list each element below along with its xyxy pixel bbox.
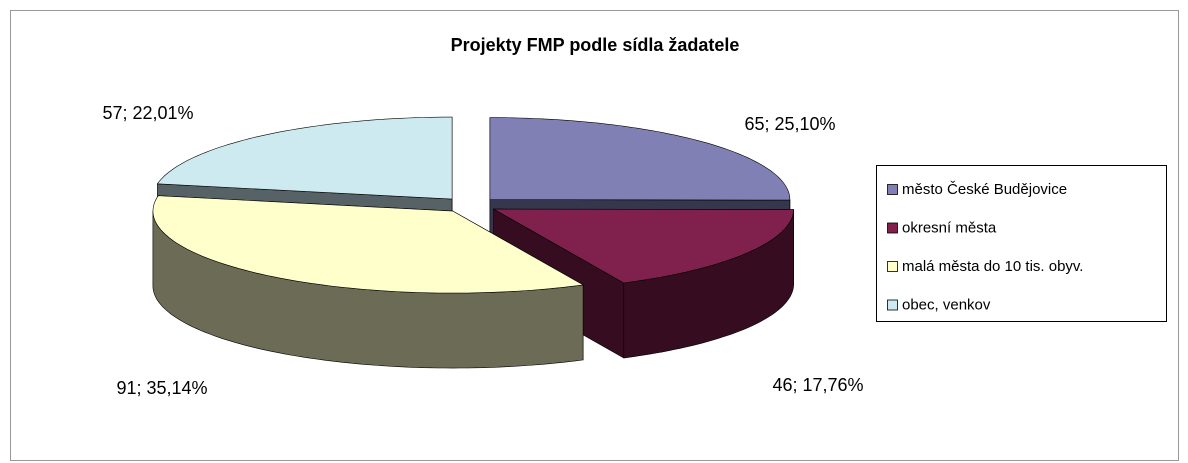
slice-top	[492, 208, 795, 284]
pie	[152, 116, 795, 369]
slice-top	[156, 116, 453, 200]
legend-label: město České Budějovice	[902, 181, 1067, 198]
legend-swatch	[887, 261, 898, 272]
chart-title: Projekty FMP podle sídla žadatele	[451, 35, 740, 55]
legend-label: obec, venkov	[902, 296, 991, 313]
legend-box	[876, 165, 1167, 322]
slice-top	[152, 195, 585, 294]
slice-top	[489, 117, 791, 201]
legend-label: okresní města	[902, 219, 997, 236]
legend: město České Budějovice okresní města malá …	[887, 181, 1083, 313]
legend-swatch	[887, 222, 898, 234]
data-labels: 65; 25,10% 46; 17,76% 91; 35,14% 57; 22,01%	[102, 103, 863, 398]
data-label: 91; 35,14%	[116, 378, 207, 398]
legend-swatch	[887, 184, 898, 195]
data-label: 46; 17,76%	[772, 375, 863, 395]
data-label: 65; 25,10%	[744, 114, 835, 134]
data-label: 57; 22,01%	[102, 103, 193, 123]
legend-label: malá města do 10 tis. obyv.	[902, 258, 1083, 275]
legend-swatch	[887, 299, 898, 311]
